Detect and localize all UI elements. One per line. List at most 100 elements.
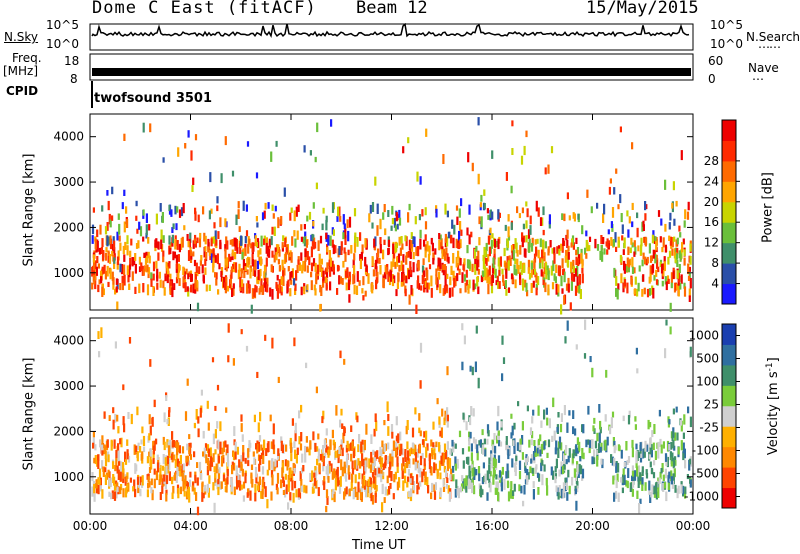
echo-cell <box>371 202 375 212</box>
echo-cell <box>393 275 396 284</box>
echo-cell <box>635 443 638 450</box>
echo-cell <box>242 481 246 489</box>
echo-cell <box>194 207 197 215</box>
echo-cell <box>474 283 477 290</box>
echo-cell <box>376 252 379 264</box>
echo-cell <box>497 257 500 267</box>
echo-cell <box>142 435 146 446</box>
echo-cell <box>545 477 548 486</box>
echo-cell <box>674 460 677 466</box>
echo-cell <box>272 439 275 450</box>
echo-cell <box>321 223 324 231</box>
echo-cell <box>410 488 413 497</box>
echo-cell <box>652 472 656 479</box>
echo-cell <box>461 361 464 371</box>
echo-cell <box>555 485 558 492</box>
echo-cell <box>359 258 362 269</box>
echo-cell <box>357 444 360 453</box>
echo-cell <box>596 456 599 467</box>
echo-cell <box>323 476 326 484</box>
echo-cell <box>563 295 566 305</box>
echo-cell <box>676 237 679 245</box>
echo-cell <box>287 502 290 510</box>
echo-cell <box>271 289 274 300</box>
echo-cell <box>498 281 501 289</box>
echo-cell <box>644 213 647 221</box>
echo-cell <box>491 263 495 274</box>
echo-cell <box>610 417 613 429</box>
echo-cell <box>123 221 126 233</box>
echo-cell <box>233 462 236 471</box>
echo-cell <box>91 266 94 277</box>
echo-cell <box>440 238 443 250</box>
echo-cell <box>511 250 514 260</box>
echo-cell <box>499 256 502 267</box>
echo-cell <box>513 422 516 430</box>
echo-cell <box>363 439 366 451</box>
echo-cell <box>509 259 512 266</box>
echo-cell <box>333 491 336 503</box>
echo-cell <box>659 438 662 447</box>
echo-cell <box>345 270 348 278</box>
echo-cell <box>98 279 101 285</box>
echo-cell <box>271 226 274 235</box>
echo-cell <box>194 241 197 248</box>
echo-cell <box>343 358 346 365</box>
colorbar-swatch <box>722 426 736 448</box>
colorbar-swatch <box>722 201 736 223</box>
echo-cell <box>207 463 210 471</box>
echo-cell <box>309 442 312 450</box>
echo-cell <box>113 439 116 449</box>
echo-cell <box>116 301 119 310</box>
echo-cell <box>293 230 296 237</box>
echo-cell <box>370 451 373 463</box>
echo-cell <box>659 261 662 268</box>
echo-cell <box>332 266 335 272</box>
echo-cell <box>380 457 384 467</box>
echo-cell <box>233 486 236 496</box>
echo-cell <box>558 469 561 477</box>
echo-cell <box>494 459 497 468</box>
echo-cell <box>252 268 255 276</box>
echo-cell <box>107 281 110 287</box>
echo-cell <box>670 441 673 450</box>
echo-cell <box>112 277 115 285</box>
echo-cell <box>483 265 487 274</box>
echo-cell <box>292 463 296 470</box>
echo-cell <box>156 462 160 473</box>
echo-cell <box>519 438 522 445</box>
echo-cell <box>557 245 561 252</box>
echo-cell <box>454 463 457 471</box>
echo-cell <box>421 265 425 273</box>
echo-cell <box>614 445 617 451</box>
echo-cell <box>128 264 132 270</box>
echo-cell <box>97 331 100 339</box>
echo-cell <box>293 480 297 489</box>
echo-cell <box>645 472 649 479</box>
echo-cell <box>302 236 305 244</box>
echo-cell <box>260 278 263 287</box>
echo-cell <box>644 482 647 491</box>
echo-cell <box>135 243 139 249</box>
echo-cell <box>156 454 159 460</box>
echo-cell <box>323 481 326 490</box>
echo-cell <box>560 442 563 451</box>
colorbar-swatch <box>722 324 736 345</box>
echo-cell <box>426 476 429 487</box>
echo-cell <box>574 268 578 277</box>
echo-cell <box>175 223 178 231</box>
echo-cell <box>187 250 191 261</box>
echo-cell <box>409 473 412 480</box>
echo-cell <box>320 258 323 265</box>
echo-cell <box>606 436 609 446</box>
echo-cell <box>108 415 111 421</box>
echo-cell <box>131 271 134 281</box>
echo-cell <box>198 461 202 472</box>
echo-cell <box>266 245 269 257</box>
echo-cell <box>566 250 569 260</box>
echo-cell <box>663 482 667 489</box>
echo-cell <box>509 489 512 499</box>
echo-cell <box>151 418 154 425</box>
echo-cell <box>136 228 139 234</box>
echo-cell <box>604 439 607 451</box>
